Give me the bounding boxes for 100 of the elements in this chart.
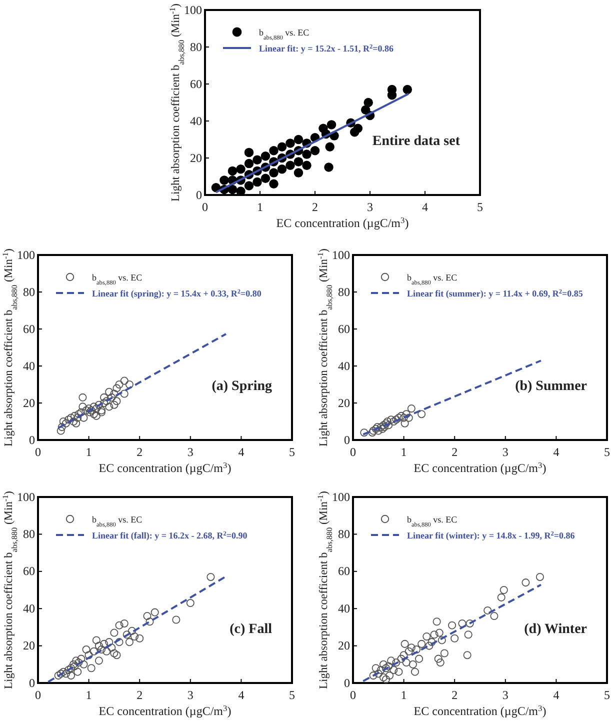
- point: [390, 417, 398, 426]
- point: [260, 152, 270, 161]
- point: [94, 642, 103, 650]
- point: [86, 408, 94, 416]
- x-tick-label: 4: [238, 445, 244, 460]
- y-tick-label: 60: [23, 322, 35, 336]
- x-tick-label: 5: [604, 688, 610, 702]
- point: [125, 380, 134, 389]
- legend-label: Linear fit: y = 15.2x - 1.51, R$^{2}$=0.86: [259, 43, 394, 54]
- point: [310, 146, 320, 156]
- point: [110, 649, 118, 658]
- y-tick-label: 20: [23, 396, 35, 410]
- point: [407, 644, 416, 652]
- point: [59, 417, 68, 426]
- point: [394, 414, 403, 422]
- y-tick-label: 80: [338, 527, 350, 542]
- point: [422, 632, 431, 641]
- point: [56, 670, 65, 678]
- point: [382, 664, 390, 672]
- point: [70, 660, 78, 668]
- x-tick-label: 5: [289, 688, 295, 702]
- point: [105, 638, 114, 646]
- point: [128, 626, 136, 635]
- point: [277, 142, 287, 152]
- point: [130, 632, 139, 641]
- point: [115, 621, 124, 630]
- point: [402, 658, 410, 667]
- y-tick-label: 40: [338, 358, 350, 373]
- y-tick-label: 100: [332, 490, 350, 504]
- x-tick-label: 2: [452, 688, 458, 702]
- point: [94, 656, 103, 665]
- point: [369, 426, 378, 435]
- y-tick-label: 40: [190, 114, 202, 128]
- x-tick-label: 5: [604, 445, 610, 460]
- point: [56, 426, 65, 435]
- point: [110, 628, 118, 637]
- x-tick-label: 4: [553, 445, 560, 460]
- point: [448, 621, 456, 630]
- point: [387, 416, 396, 424]
- x-tick-label: 4: [238, 688, 244, 702]
- point: [376, 666, 385, 674]
- x-axis-title: EC concentration (µgC/m$^{3}$): [414, 704, 546, 718]
- point: [369, 672, 378, 680]
- point: [325, 142, 334, 152]
- legend-label: b$_{abs,880}$ vs. EC: [407, 514, 458, 528]
- point: [277, 164, 287, 174]
- point: [286, 138, 295, 148]
- point: [236, 164, 246, 174]
- point: [269, 168, 278, 178]
- point: [386, 672, 394, 680]
- x-tick-label: 2: [452, 445, 458, 460]
- point: [84, 651, 93, 660]
- point: [87, 406, 96, 414]
- point: [206, 572, 215, 581]
- y-tick-label: 80: [190, 40, 202, 54]
- point: [80, 660, 88, 668]
- point: [108, 644, 116, 652]
- point: [90, 647, 98, 656]
- point: [70, 412, 79, 420]
- point: [72, 419, 80, 428]
- point: [220, 176, 229, 185]
- point: [110, 390, 118, 398]
- legend-label: Linear fit (summer): y = 11.4x + 0.69, R$^{2}$=0.85: [407, 288, 584, 298]
- y-tick-label: 80: [338, 284, 350, 299]
- point: [374, 426, 382, 435]
- point: [412, 646, 421, 654]
- point: [77, 654, 86, 663]
- point: [400, 419, 409, 428]
- x-tick-label: 3: [502, 688, 508, 702]
- point: [120, 376, 128, 385]
- point: [269, 146, 278, 156]
- point: [143, 612, 152, 620]
- point: [62, 419, 70, 428]
- point: [136, 634, 144, 642]
- point: [286, 160, 295, 170]
- point: [438, 636, 446, 644]
- point: [260, 174, 270, 183]
- point: [353, 124, 363, 134]
- point: [302, 150, 312, 159]
- point: [425, 642, 434, 650]
- point: [78, 402, 87, 411]
- point: [100, 393, 108, 402]
- x-tick-label: 2: [312, 200, 318, 214]
- y-tick-label: 100: [17, 490, 35, 504]
- point: [435, 628, 444, 637]
- point: [97, 406, 106, 414]
- point: [115, 380, 124, 389]
- point: [74, 658, 83, 667]
- point: [404, 647, 413, 656]
- point: [100, 640, 108, 648]
- x-tick-label: 1: [400, 688, 407, 702]
- legend-label: Linear fit (winter): y = 14.8x - 1.99, R$^{2}$=0.86: [407, 530, 576, 540]
- x-tick-label: 1: [86, 688, 92, 702]
- point: [400, 414, 408, 422]
- point: [92, 412, 100, 420]
- y-tick-label: 60: [338, 322, 350, 336]
- point: [92, 636, 100, 644]
- point: [384, 662, 393, 670]
- point: [402, 84, 412, 94]
- point: [384, 421, 393, 430]
